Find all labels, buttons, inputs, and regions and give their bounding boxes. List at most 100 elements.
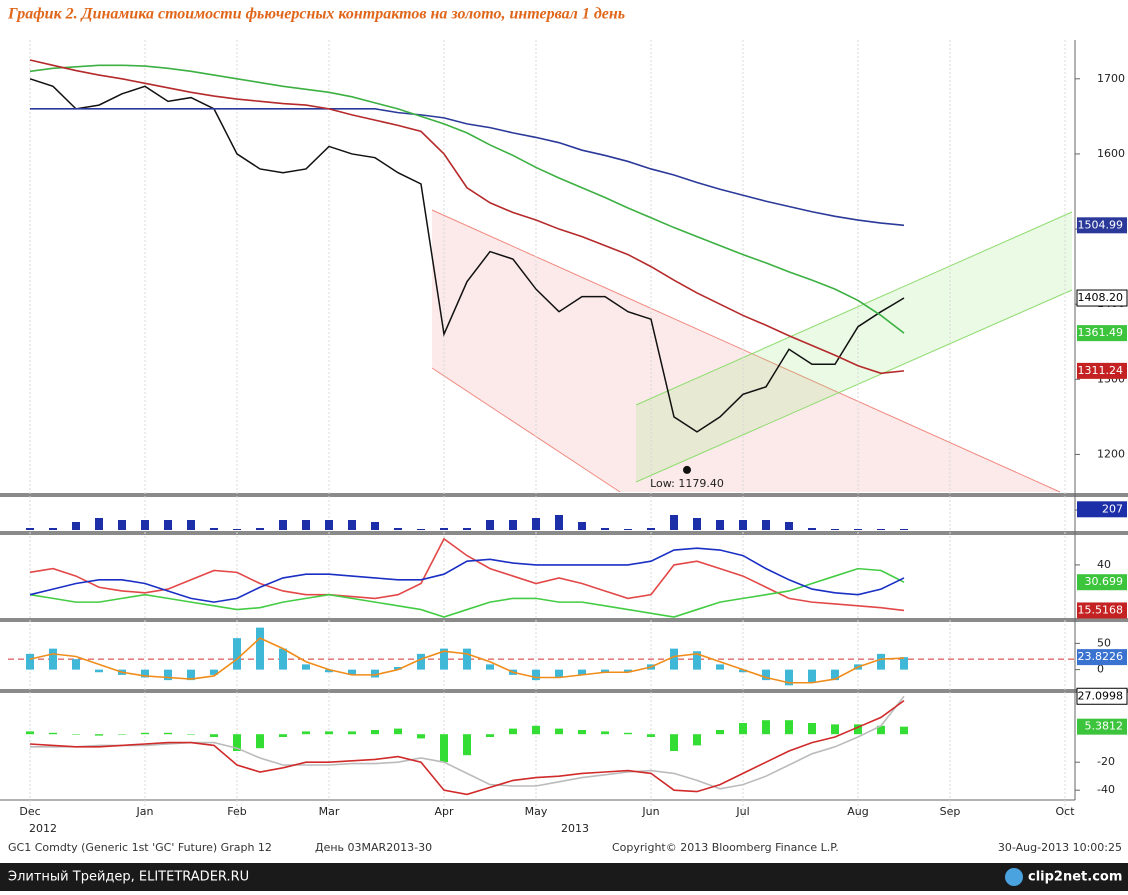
bar	[371, 522, 379, 530]
footer-period: День 03MAR2013-30	[315, 841, 432, 854]
x-tick-label: Oct	[1055, 805, 1075, 818]
bar	[417, 653, 425, 670]
x-tick-label: Apr	[434, 805, 454, 818]
value-badge-label: 1408.20	[1078, 291, 1124, 304]
x-tick-label: Dec	[19, 805, 40, 818]
y-tick-label: 1600	[1097, 147, 1125, 160]
bar	[348, 520, 356, 530]
bar	[348, 731, 356, 735]
year-label: 2013	[561, 822, 589, 835]
bar	[601, 528, 609, 530]
bar	[785, 522, 793, 530]
bar	[670, 648, 678, 670]
bar	[164, 669, 172, 681]
banner-source: Элитный Трейдер, ELITETRADER.RU	[8, 870, 249, 885]
bar	[854, 529, 862, 530]
value-badge-label: 5.3812	[1085, 720, 1124, 733]
bar	[877, 653, 885, 670]
bar	[26, 528, 34, 530]
bar	[72, 522, 80, 530]
y-tick-label: -20	[1097, 755, 1115, 768]
bar	[785, 669, 793, 686]
bar	[739, 669, 747, 673]
value-badge	[1076, 289, 1128, 307]
bar	[578, 522, 586, 530]
channel-line	[635, 211, 1073, 406]
line	[29, 537, 905, 612]
bar	[440, 648, 448, 670]
x-tick-label: Aug	[847, 805, 868, 818]
value-badge	[1077, 501, 1127, 518]
bar	[26, 653, 34, 670]
bar	[371, 730, 379, 735]
bar	[325, 520, 333, 530]
bar	[601, 669, 609, 673]
low-point	[683, 465, 691, 474]
y-tick-label: -40	[1097, 783, 1115, 796]
bar	[279, 520, 287, 530]
value-badge	[1077, 602, 1127, 619]
y-tick-label: 0	[1097, 663, 1104, 676]
bar	[900, 657, 908, 670]
bar	[762, 720, 770, 735]
bar	[164, 520, 172, 530]
bar	[854, 724, 862, 735]
year-label: 2012	[29, 822, 57, 835]
value-badge-label: 30.699	[1085, 575, 1124, 588]
bar	[509, 520, 517, 530]
bar	[394, 728, 402, 735]
bar	[325, 731, 333, 735]
bar	[486, 664, 494, 670]
bar	[72, 734, 80, 735]
bar	[693, 518, 701, 530]
bar	[210, 734, 218, 737]
channels	[431, 209, 1073, 493]
bar	[716, 664, 724, 670]
separator	[0, 689, 1128, 693]
bar	[417, 734, 425, 739]
line	[29, 64, 905, 334]
value-badge-label: 15.5168	[1078, 603, 1124, 616]
bar	[348, 669, 356, 675]
bar	[578, 730, 586, 735]
line	[29, 78, 905, 433]
value-badge	[1077, 574, 1127, 591]
channel-line	[635, 289, 1073, 483]
value-badge	[1077, 217, 1127, 234]
line	[30, 108, 905, 227]
x-tick-label: May	[525, 805, 548, 818]
bar	[279, 734, 287, 737]
panel-separators	[0, 40, 1128, 801]
bar	[141, 669, 149, 678]
value-badge-label: 1361.49	[1078, 326, 1124, 339]
bar	[49, 528, 57, 530]
bar	[49, 732, 57, 735]
bar	[624, 732, 632, 735]
line	[29, 59, 905, 375]
value-badge	[1076, 687, 1128, 705]
banner-logo: clip2net.com	[1028, 870, 1122, 885]
bar	[555, 515, 563, 530]
bar	[72, 659, 80, 670]
bar	[233, 529, 241, 530]
footer-security: GC1 Comdty (Generic 1st 'GC' Future) Gra…	[8, 841, 272, 854]
bar	[670, 734, 678, 751]
banner	[0, 863, 1128, 891]
bar	[325, 669, 333, 673]
bar	[210, 669, 218, 675]
bar	[808, 723, 816, 735]
bar	[739, 520, 747, 530]
bar	[532, 518, 540, 530]
bar	[141, 520, 149, 530]
x-tick-label: Jul	[735, 805, 749, 818]
bar	[256, 528, 264, 530]
bar	[831, 529, 839, 530]
bar	[808, 528, 816, 530]
line	[29, 547, 905, 603]
bar	[486, 734, 494, 737]
value-badge-label: 27.0998	[1078, 689, 1124, 702]
x-tick-label: Sep	[940, 805, 961, 818]
bar	[716, 730, 724, 735]
bar	[118, 520, 126, 530]
